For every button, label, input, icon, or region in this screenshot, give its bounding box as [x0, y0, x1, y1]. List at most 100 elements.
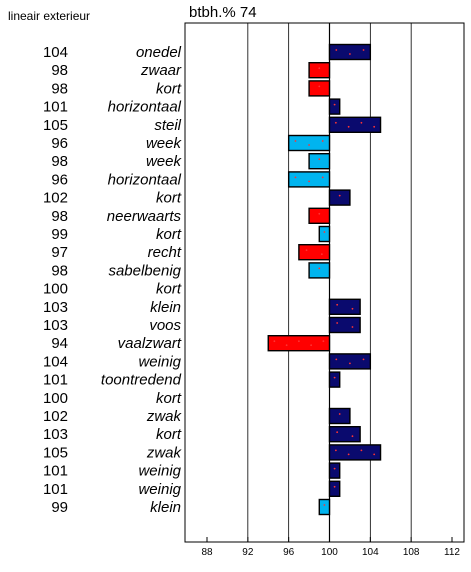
row-value: 101 [43, 99, 68, 116]
bar-texture-dot [336, 431, 339, 434]
bar [308, 262, 331, 279]
bar-texture-dot [308, 144, 310, 146]
row-value: 102 [43, 408, 68, 425]
row-value: 98 [51, 62, 68, 79]
bar-texture-dot [308, 180, 310, 183]
x-tick-label: 92 [242, 547, 254, 558]
row-value: 100 [43, 281, 68, 298]
bar [308, 62, 331, 79]
bar [328, 316, 361, 334]
bar-texture-dot [349, 362, 351, 365]
row-label: recht [148, 244, 182, 261]
row-value: 105 [43, 117, 68, 134]
row-label: kort [156, 190, 182, 207]
row-value: 103 [43, 426, 68, 443]
bar-texture-dot [373, 453, 376, 456]
row-value: 99 [51, 499, 68, 516]
bar-texture-dot [373, 125, 376, 128]
bar-texture-dot [285, 344, 288, 347]
bar-texture-dot [338, 413, 341, 415]
row-value: 101 [43, 463, 68, 480]
row-label: voos [149, 317, 181, 334]
x-tick-label: 108 [403, 547, 420, 558]
bar [318, 225, 331, 243]
row-label: zwaar [140, 62, 182, 79]
row-label: klein [150, 299, 181, 316]
bar [328, 426, 361, 443]
row-value: 104 [43, 353, 68, 370]
row-value: 97 [51, 244, 68, 261]
row-value: 94 [51, 335, 68, 352]
row-value: 102 [43, 190, 68, 207]
row-label: sabelbenig [108, 262, 181, 279]
chart-title: btbh.% 74 [189, 4, 257, 21]
bar-texture-dot [321, 176, 324, 179]
plot-frame [184, 22, 465, 543]
bar-texture-dot [334, 449, 337, 452]
row-label: zwak [146, 444, 183, 461]
row-value: 96 [51, 171, 68, 188]
bar [287, 134, 331, 152]
bar [328, 116, 382, 134]
bar-texture-dot [318, 212, 321, 215]
bar-texture-dot [321, 140, 324, 142]
bar-texture-dot [362, 358, 365, 361]
bar [318, 498, 331, 516]
bar-texture-dot [338, 194, 341, 197]
row-label: toontredend [101, 372, 182, 389]
bar [328, 189, 351, 206]
bar-texture-dot [333, 376, 336, 379]
row-value: 101 [43, 372, 68, 389]
bar-texture-dot [347, 125, 350, 128]
bar-texture-dot [334, 121, 337, 124]
bar [328, 298, 361, 315]
bar-texture-dot [336, 303, 339, 306]
row-value: 98 [51, 153, 68, 170]
bar-texture-dot [335, 49, 338, 51]
bar-texture-dot [273, 340, 276, 343]
row-value: 100 [43, 390, 68, 407]
bar [328, 371, 341, 388]
bar-texture-dot [294, 176, 297, 179]
row-value: 96 [51, 135, 68, 152]
row-value: 99 [51, 226, 68, 243]
bar [308, 207, 331, 225]
bar [328, 407, 351, 425]
bar-texture-dot [349, 53, 351, 55]
bar-texture-dot [333, 485, 336, 488]
row-label: neerwaarts [107, 208, 182, 225]
bar-texture-dot [362, 49, 365, 51]
row-label: kort [156, 426, 182, 443]
row-value: 98 [51, 208, 68, 225]
x-tick-label: 88 [201, 547, 213, 558]
bar-texture-dot [351, 326, 354, 328]
bar-texture-dot [323, 231, 326, 233]
row-label: horizontaal [108, 171, 182, 188]
bar-texture-dot [360, 121, 363, 124]
row-label: week [146, 153, 183, 170]
bar-texture-dot [318, 85, 321, 88]
bar-texture-dot [336, 322, 339, 324]
bar-texture-dot [318, 267, 321, 270]
bar-texture-dot [320, 253, 323, 256]
row-value: 105 [43, 444, 68, 461]
row-label: steil [154, 117, 181, 134]
bar [328, 353, 372, 370]
bar [328, 98, 341, 115]
bar [328, 462, 341, 479]
row-label: vaalzwart [118, 335, 182, 352]
row-label: kort [156, 80, 182, 97]
row-value: 101 [43, 481, 68, 498]
row-value: 103 [43, 317, 68, 334]
bar [328, 444, 382, 461]
bar [287, 171, 331, 188]
row-value: 98 [51, 262, 68, 279]
bar-texture-dot [335, 358, 338, 361]
bar-texture-dot [351, 435, 354, 438]
row-label: weinig [138, 353, 181, 370]
row-label: kort [156, 226, 182, 243]
x-tick-label: 100 [321, 547, 338, 558]
bar-texture-dot [310, 344, 313, 347]
row-value: 103 [43, 299, 68, 316]
